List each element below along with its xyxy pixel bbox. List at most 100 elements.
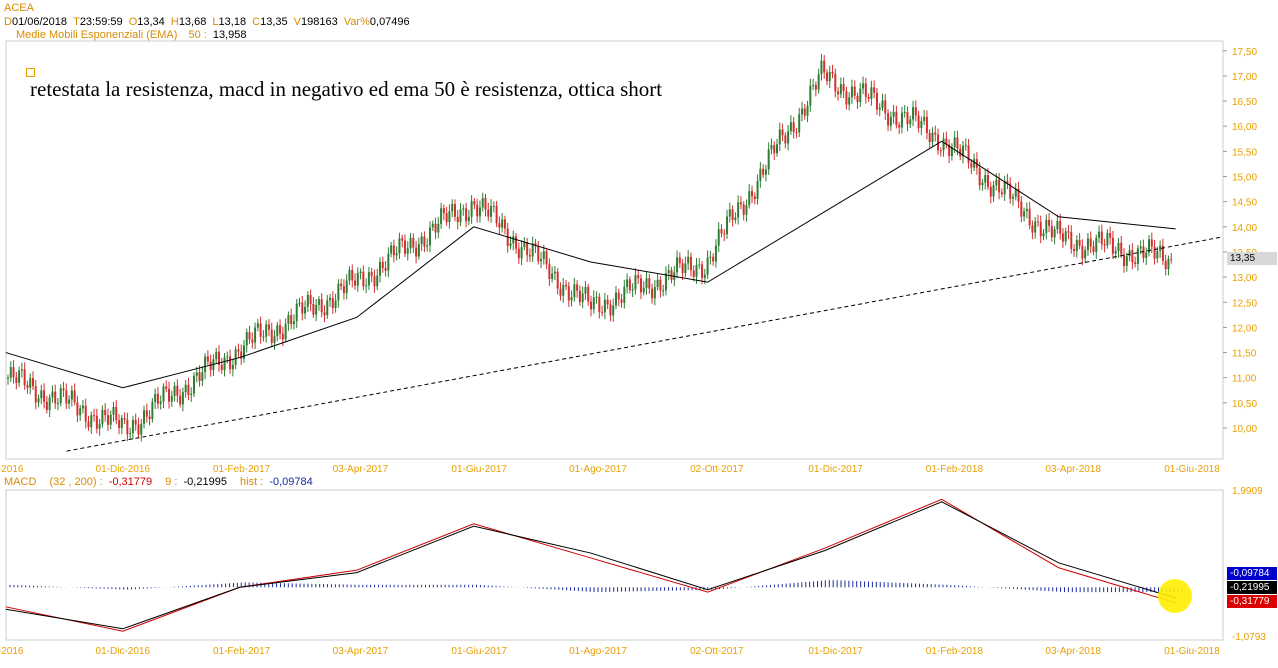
annotation-text: retestata la resistenza, macd in negativ…	[30, 77, 663, 101]
candle-body	[887, 113, 890, 126]
highlight-marker	[1158, 579, 1192, 613]
candle-body	[837, 91, 840, 95]
candle-body	[159, 401, 162, 404]
candle-body	[151, 401, 154, 419]
candle-body	[306, 295, 309, 307]
candle-body	[537, 246, 540, 262]
candle-body	[345, 280, 348, 294]
candle-body	[1125, 256, 1128, 266]
candle-body	[612, 305, 615, 316]
candle-body	[342, 286, 345, 294]
candle-body	[995, 179, 998, 186]
candle-body	[689, 256, 692, 271]
candle-body	[417, 244, 420, 257]
candle-body	[606, 299, 609, 305]
candle-body	[48, 397, 51, 411]
candle-body	[906, 112, 909, 125]
candle-body	[1167, 258, 1170, 270]
candle-body	[104, 409, 107, 416]
candle-body	[723, 233, 726, 235]
price-tick-label: 15,50	[1232, 147, 1257, 158]
candle-body	[54, 391, 57, 404]
candle-body	[465, 208, 468, 222]
candle-body	[484, 198, 487, 210]
candle-body	[112, 406, 115, 415]
candle-body	[623, 286, 626, 303]
candle-body	[251, 339, 254, 343]
price-tick-label: 14,50	[1232, 198, 1257, 209]
candle-body	[87, 421, 90, 428]
candle-body	[628, 279, 631, 291]
candle-body	[1011, 196, 1014, 199]
candle-body	[356, 273, 359, 286]
candle-body	[109, 414, 112, 425]
candle-body	[495, 205, 498, 224]
candle-body	[551, 273, 554, 279]
candle-body	[948, 144, 951, 157]
date-label: 01-Dic-2017	[808, 464, 863, 475]
candle-body	[487, 209, 490, 217]
candle-body	[842, 84, 845, 92]
candle-body	[1025, 208, 1028, 212]
date-label: 01-Giu-2018	[1164, 464, 1220, 475]
candle-body	[617, 292, 620, 300]
candle-body	[1006, 180, 1009, 184]
candle-body	[1042, 233, 1045, 237]
candle-body	[309, 295, 312, 305]
candle-body	[7, 377, 9, 379]
candle-body	[1142, 246, 1145, 258]
candle-body	[553, 271, 556, 274]
candle-body	[34, 386, 37, 403]
candle-body	[340, 283, 343, 287]
candle-body	[773, 145, 776, 154]
candle-body	[1028, 208, 1031, 226]
candle-body	[953, 137, 956, 148]
candle-body	[576, 284, 579, 291]
candle-body	[334, 300, 337, 309]
price-tick-label: 16,50	[1232, 97, 1257, 108]
candle-body	[542, 251, 545, 259]
date-label: 01-Giu-2017	[451, 646, 507, 657]
candle-body	[134, 420, 137, 425]
candle-body	[420, 236, 423, 245]
candle-body	[1078, 239, 1081, 246]
candle-body	[848, 97, 851, 105]
candle-body	[859, 88, 862, 103]
candle-body	[62, 388, 65, 391]
candle-body	[1170, 258, 1173, 260]
candle-body	[967, 145, 970, 163]
candle-body	[473, 201, 476, 205]
candle-body	[1089, 238, 1092, 247]
candle-body	[1117, 242, 1120, 252]
candle-body	[65, 390, 68, 404]
candle-body	[348, 269, 351, 281]
candle-body	[15, 377, 18, 383]
candle-body	[684, 263, 687, 274]
candle-body	[1081, 245, 1084, 259]
candle-body	[370, 272, 373, 277]
candle-body	[581, 293, 584, 302]
candle-body	[428, 227, 431, 246]
price-tick-label: 13,00	[1232, 273, 1257, 284]
date-label: 01-Dic-2017	[808, 646, 863, 657]
candle-body	[373, 276, 376, 287]
price-tick-label: 14,00	[1232, 223, 1257, 234]
candle-body	[481, 198, 484, 208]
candle-body	[717, 229, 720, 246]
candle-body	[365, 285, 368, 287]
candle-body	[870, 87, 873, 99]
price-tick-label: 10,00	[1232, 424, 1257, 435]
candle-body	[1075, 239, 1078, 251]
candle-body	[939, 150, 942, 152]
candle-body	[1020, 201, 1023, 217]
candle-body	[809, 85, 812, 106]
candle-body	[528, 255, 531, 257]
candle-body	[642, 287, 645, 293]
candle-body	[603, 299, 606, 313]
date-label: 02-Ott-2017	[690, 464, 744, 475]
candle-body	[942, 138, 945, 151]
annotation-checkbox[interactable]	[26, 68, 35, 77]
candle-body	[359, 271, 362, 274]
candle-body	[193, 375, 196, 394]
